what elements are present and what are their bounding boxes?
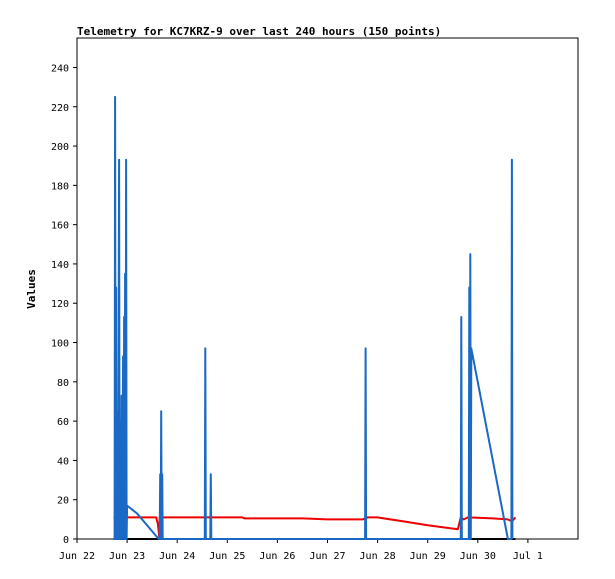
x-tick-label: Jul 1 (513, 551, 543, 562)
x-tick-label: Jun 27 (309, 551, 345, 562)
plot-area-frame (76, 37, 579, 540)
y-axis-label: Values (25, 269, 38, 309)
x-tick-label: Jun 26 (259, 551, 295, 562)
x-tick-label: Jun 24 (159, 551, 195, 562)
y-tick-label: 140 (51, 260, 69, 271)
series-layer (113, 95, 517, 540)
y-tick-label: 40 (57, 456, 69, 467)
x-tick-label: Jun 29 (410, 551, 446, 562)
y-axis-ticks: 0 20 40 60 80 100 120 140 160 180 200 220 240 (51, 63, 77, 546)
x-tick-label: Jun 30 (460, 551, 496, 562)
y-tick-label: 120 (51, 299, 69, 310)
y-tick-label: 60 (57, 417, 69, 428)
y-tick-label: 180 (51, 181, 69, 192)
x-tick-label: Jun 25 (209, 551, 245, 562)
y-tick-label: 160 (51, 221, 69, 232)
series-line-0 (113, 516, 517, 538)
x-tick-label: Jun 28 (360, 551, 396, 562)
x-tick-label: Jun 22 (59, 551, 95, 562)
series-line-2 (113, 95, 514, 540)
y-tick-label: 220 (51, 103, 69, 114)
y-tick-label: 240 (51, 63, 69, 74)
y-tick-label: 0 (63, 535, 69, 546)
y-tick-label: 200 (51, 142, 69, 153)
y-tick-label: 100 (51, 339, 69, 350)
x-axis-ticks: Jun 22 Jun 23 Jun 24 Jun 25 Jun 26 Jun 27 Jun … (59, 539, 543, 562)
y-tick-label: 20 (57, 496, 69, 507)
x-tick-label: Jun 23 (109, 551, 145, 562)
chart-title: Telemetry for KC7KRZ-9 over last 240 hou… (77, 25, 441, 38)
y-tick-label: 80 (57, 378, 69, 389)
